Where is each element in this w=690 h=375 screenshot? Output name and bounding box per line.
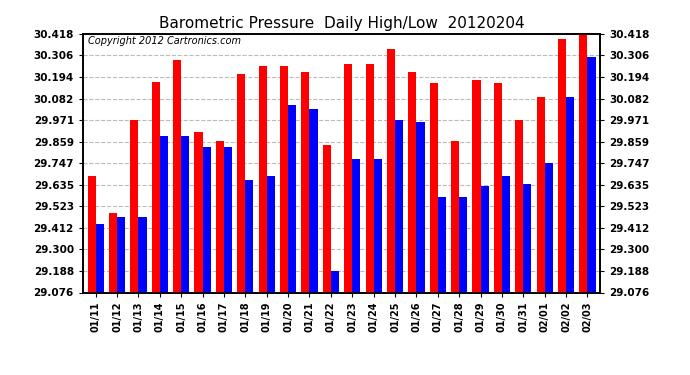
Bar <box>523 184 531 292</box>
Bar <box>494 84 502 292</box>
Bar <box>195 132 203 292</box>
Bar <box>88 176 96 292</box>
Bar <box>451 141 459 292</box>
Bar <box>416 122 424 292</box>
Bar <box>246 180 253 292</box>
Bar <box>395 120 403 292</box>
Bar <box>480 186 489 292</box>
Bar <box>117 216 125 292</box>
Bar <box>160 135 168 292</box>
Bar <box>580 33 587 292</box>
Bar <box>387 49 395 292</box>
Bar <box>203 147 210 292</box>
Text: Copyright 2012 Cartronics.com: Copyright 2012 Cartronics.com <box>88 36 241 46</box>
Bar <box>130 120 139 292</box>
Bar <box>515 120 523 292</box>
Title: Barometric Pressure  Daily High/Low  20120204: Barometric Pressure Daily High/Low 20120… <box>159 16 524 31</box>
Bar <box>288 105 296 292</box>
Bar <box>216 141 224 292</box>
Bar <box>181 135 189 292</box>
Bar <box>502 176 510 292</box>
Bar <box>437 197 446 292</box>
Bar <box>408 72 416 292</box>
Bar <box>302 72 310 292</box>
Bar <box>267 176 275 292</box>
Bar <box>237 74 246 292</box>
Bar <box>331 270 339 292</box>
Bar <box>430 84 437 292</box>
Bar <box>139 216 146 292</box>
Bar <box>537 97 544 292</box>
Bar <box>366 64 373 292</box>
Bar <box>323 145 331 292</box>
Bar <box>259 66 267 292</box>
Bar <box>152 82 160 292</box>
Bar <box>373 159 382 292</box>
Bar <box>310 108 317 292</box>
Bar <box>344 64 352 292</box>
Bar <box>173 60 181 292</box>
Bar <box>224 147 232 292</box>
Bar <box>566 97 574 292</box>
Bar <box>544 162 553 292</box>
Bar <box>352 159 360 292</box>
Bar <box>473 80 480 292</box>
Bar <box>109 213 117 292</box>
Bar <box>459 197 467 292</box>
Bar <box>96 224 104 292</box>
Bar <box>558 39 566 292</box>
Bar <box>587 57 595 292</box>
Bar <box>280 66 288 292</box>
